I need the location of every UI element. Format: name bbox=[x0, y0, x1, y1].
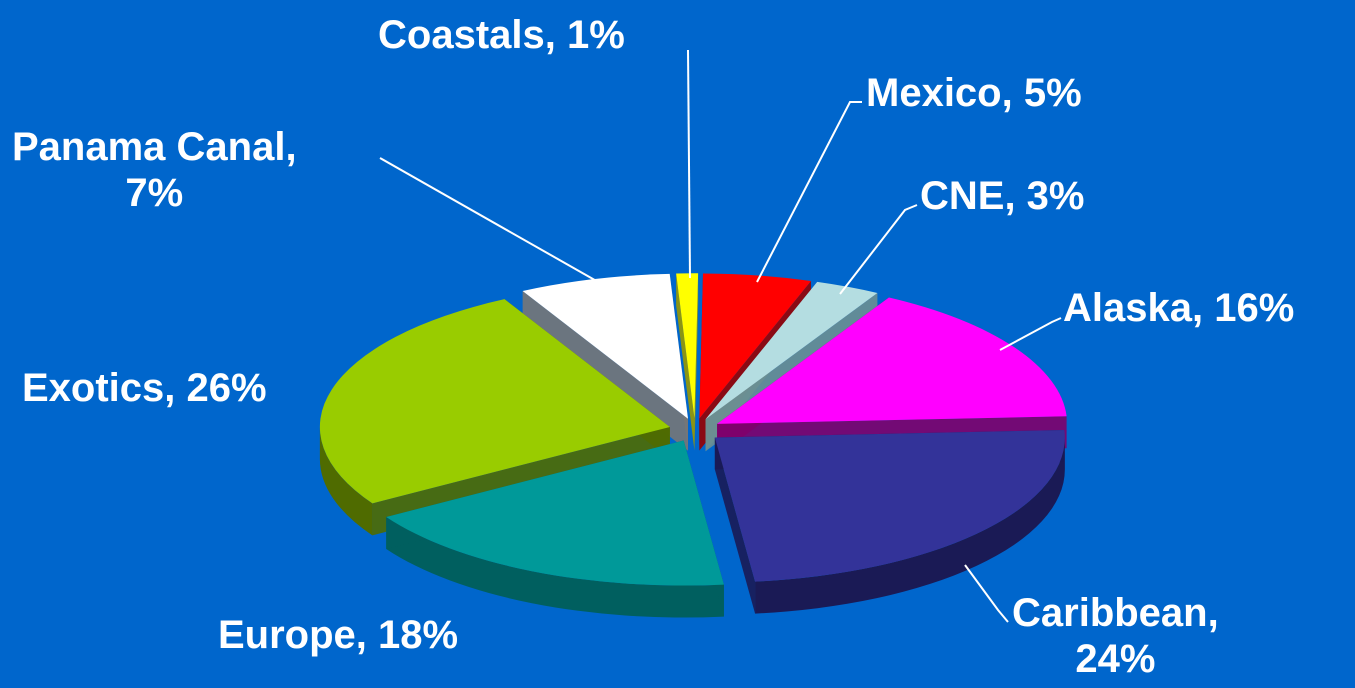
slice-caribbean bbox=[714, 429, 1065, 582]
slice-edge-coastals-end bbox=[694, 273, 699, 451]
leader-line-coastals bbox=[687, 49, 691, 279]
slice-mexico bbox=[699, 273, 811, 419]
leader-line-cne bbox=[839, 204, 918, 295]
label-panama-canal-line-2: 7% bbox=[125, 171, 184, 215]
leader-line-alaska bbox=[999, 317, 1062, 351]
label-caribbean-line-2: 24% bbox=[1075, 637, 1156, 681]
label-panama-canal-line-1: Panama Canal, bbox=[12, 125, 297, 169]
label-coastals: Coastals, 1% bbox=[378, 12, 625, 58]
slice-side-europe bbox=[386, 516, 724, 618]
slice-edge-coastals-start bbox=[676, 273, 695, 451]
slice-cne bbox=[705, 281, 878, 420]
label-exotics-line-1: Exotics, 26% bbox=[22, 366, 267, 410]
pie-slice-tops bbox=[319, 273, 1067, 586]
label-panama-canal: Panama Canal, 7% bbox=[12, 124, 297, 216]
label-cne: CNE, 3% bbox=[920, 173, 1085, 219]
label-mexico: Mexico, 5% bbox=[866, 70, 1082, 116]
label-caribbean-line-1: Caribbean, bbox=[1012, 591, 1219, 635]
slice-coastals bbox=[676, 273, 699, 419]
slice-europe bbox=[386, 440, 724, 586]
leader-line-panama-canal bbox=[379, 157, 601, 284]
slice-exotics bbox=[319, 299, 670, 504]
slice-alaska bbox=[717, 297, 1067, 424]
label-alaska: Alaska, 16% bbox=[1063, 285, 1294, 331]
leader-line-mexico bbox=[756, 101, 862, 283]
label-alaska-line-1: Alaska, 16% bbox=[1063, 286, 1295, 330]
slice-panama-canal bbox=[522, 273, 689, 419]
label-mexico-line-1: Mexico, 5% bbox=[866, 71, 1082, 115]
label-europe: Europe, 18% bbox=[218, 612, 458, 658]
label-coastals-line-1: Coastals, 1% bbox=[378, 13, 625, 57]
label-leader-lines bbox=[379, 49, 1062, 623]
slice-side-caribbean bbox=[755, 437, 1065, 614]
label-europe-line-1: Europe, 18% bbox=[218, 613, 459, 657]
slice-edge-caribbean-end bbox=[714, 437, 756, 614]
leader-line-caribbean bbox=[964, 564, 1009, 623]
label-cne-line-1: CNE, 3% bbox=[920, 174, 1085, 218]
label-caribbean: Caribbean, 24% bbox=[1012, 590, 1219, 682]
label-exotics: Exotics, 26% bbox=[22, 365, 267, 411]
slice-side-exotics bbox=[319, 426, 373, 536]
